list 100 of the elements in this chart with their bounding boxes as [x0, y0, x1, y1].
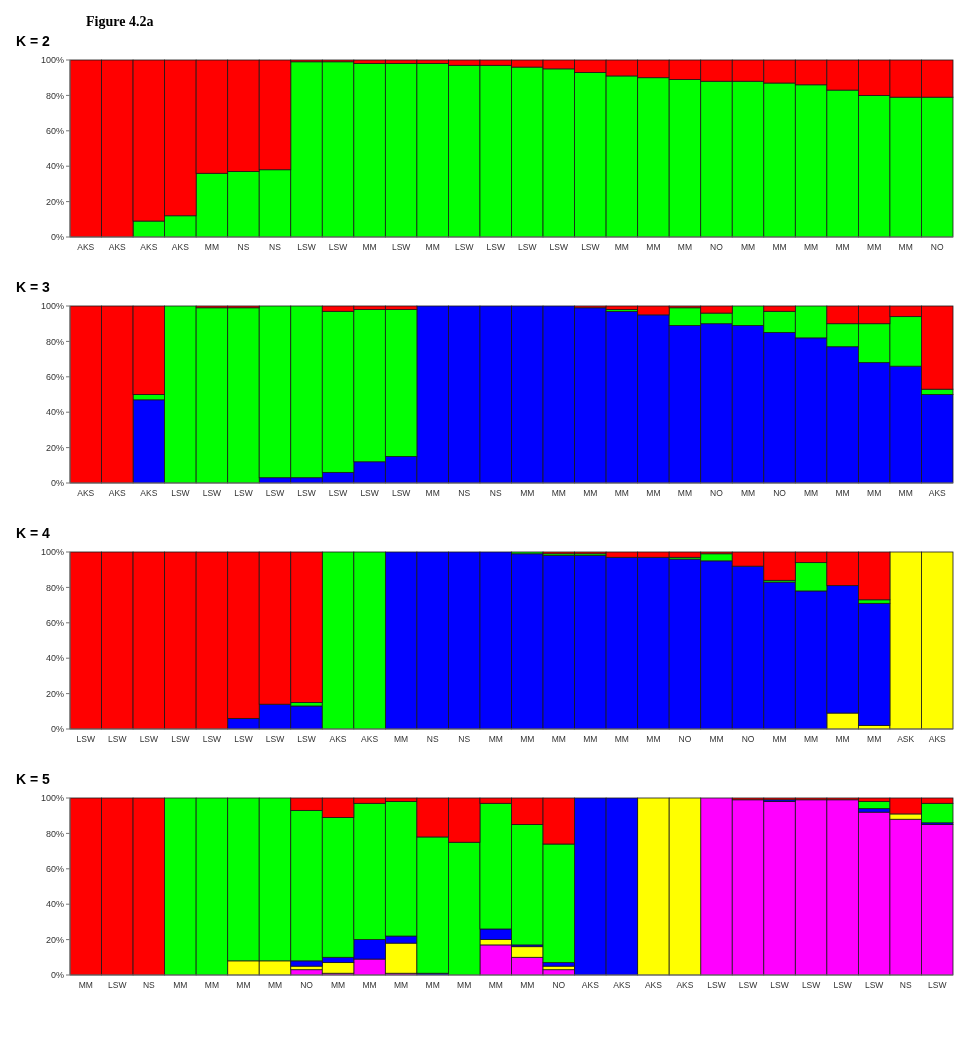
- x-tick-label: AKS: [171, 242, 190, 252]
- y-tick-label: 40%: [45, 899, 64, 910]
- x-tick-label: LSW: [391, 242, 411, 252]
- x-tick-label: NS: [142, 980, 156, 990]
- x-tick-label: AKS: [613, 980, 631, 990]
- x-tick-label: NO: [710, 242, 724, 252]
- x-tick-label: MM: [520, 488, 535, 498]
- x-tick-label: NS: [458, 488, 471, 498]
- x-tick-label: LSW: [234, 488, 253, 498]
- x-tick-label: MM: [394, 980, 409, 990]
- x-tick-label: MM: [646, 242, 661, 252]
- x-tick-label: MM: [583, 734, 598, 744]
- x-tick-label: LSW: [139, 734, 159, 744]
- y-tick-label: 40%: [45, 653, 64, 664]
- x-tick-label: MM: [646, 488, 661, 498]
- x-tick-label: NS: [489, 488, 502, 498]
- x-tick-label: MM: [551, 734, 566, 744]
- x-tick-label: MM: [804, 734, 819, 744]
- x-tick-label: LSW: [265, 488, 285, 498]
- y-tick-label: 80%: [45, 336, 64, 347]
- x-tick-label: MM: [835, 488, 850, 498]
- y-tick-label: 20%: [45, 934, 64, 945]
- y-tick-label: 60%: [45, 863, 64, 874]
- y-tick-label: 0%: [50, 478, 64, 489]
- y-tick-label: 80%: [45, 90, 64, 101]
- x-tick-label: MM: [488, 980, 503, 990]
- x-tick-label: LSW: [454, 242, 474, 252]
- chart-title: K = 4: [16, 525, 51, 541]
- x-tick-label: LSW: [108, 734, 127, 744]
- x-tick-label: MM: [614, 734, 629, 744]
- y-tick-label: 0%: [50, 724, 64, 735]
- y-tick-label: 40%: [45, 161, 64, 172]
- y-tick-label: 100%: [40, 793, 64, 804]
- y-tick-label: 0%: [50, 970, 64, 981]
- x-tick-label: NO: [678, 734, 692, 744]
- x-tick-label: MM: [898, 242, 913, 252]
- y-tick-label: 100%: [40, 547, 64, 558]
- x-tick-label: MM: [425, 242, 440, 252]
- x-tick-label: MM: [362, 980, 377, 990]
- x-tick-label: LSW: [486, 242, 505, 252]
- y-tick-label: 80%: [45, 828, 64, 839]
- x-tick-label: AKS: [329, 734, 347, 744]
- x-tick-label: MM: [173, 980, 188, 990]
- x-tick-label: MM: [520, 980, 535, 990]
- x-tick-label: AKS: [676, 980, 694, 990]
- y-tick-label: 100%: [40, 301, 64, 312]
- y-tick-label: 20%: [45, 196, 64, 207]
- y-tick-label: 60%: [45, 125, 64, 136]
- x-tick-label: MM: [204, 980, 219, 990]
- x-tick-label: LSW: [108, 980, 127, 990]
- x-tick-label: MM: [330, 980, 346, 990]
- y-tick-label: 100%: [40, 55, 64, 66]
- x-tick-label: MM: [867, 734, 882, 744]
- y-tick-label: 60%: [45, 617, 64, 628]
- x-tick-label: MM: [740, 488, 756, 498]
- x-tick-label: AKS: [108, 242, 127, 252]
- x-tick-label: MM: [520, 734, 535, 744]
- x-tick-label: MM: [614, 242, 629, 252]
- x-tick-label: AKS: [140, 242, 158, 252]
- x-tick-label: MM: [394, 734, 409, 744]
- x-tick-label: LSW: [171, 488, 190, 498]
- x-tick-label: LSW: [234, 734, 253, 744]
- x-tick-label: NO: [300, 980, 314, 990]
- x-tick-label: NS: [426, 734, 439, 744]
- x-tick-label: MM: [867, 488, 882, 498]
- caption: Figure 4.2a: [86, 14, 154, 29]
- x-tick-label: AKS: [581, 980, 600, 990]
- x-tick-label: NO: [741, 734, 755, 744]
- x-tick-label: MM: [740, 242, 756, 252]
- x-tick-label: LSW: [297, 488, 316, 498]
- x-tick-label: AKS: [108, 488, 127, 498]
- x-tick-label: MM: [236, 980, 251, 990]
- x-tick-label: AKS: [77, 488, 95, 498]
- x-tick-label: MM: [583, 488, 598, 498]
- x-tick-label: NO: [552, 980, 566, 990]
- x-tick-label: MM: [867, 242, 882, 252]
- x-tick-label: AKS: [928, 734, 947, 744]
- x-tick-label: LSW: [202, 734, 222, 744]
- chart-title: K = 5: [16, 771, 51, 787]
- x-tick-label: LSW: [391, 488, 411, 498]
- x-tick-label: AKS: [77, 242, 95, 252]
- y-tick-label: 80%: [45, 582, 64, 593]
- x-tick-label: LSW: [770, 980, 789, 990]
- x-tick-label: LSW: [801, 980, 821, 990]
- x-tick-label: NS: [237, 242, 250, 252]
- x-tick-label: LSW: [328, 488, 348, 498]
- x-tick-label: LSW: [864, 980, 884, 990]
- x-tick-label: LSW: [738, 980, 758, 990]
- x-tick-label: MM: [709, 734, 724, 744]
- x-tick-label: MM: [677, 242, 693, 252]
- x-tick-label: AKS: [140, 488, 158, 498]
- x-tick-label: MM: [78, 980, 93, 990]
- x-tick-label: AKS: [361, 734, 379, 744]
- x-tick-label: MM: [898, 488, 913, 498]
- x-tick-label: MM: [646, 734, 661, 744]
- x-tick-label: LSW: [297, 242, 316, 252]
- x-tick-label: LSW: [76, 734, 95, 744]
- x-tick-label: AKS: [928, 488, 947, 498]
- x-tick-label: ASK: [897, 734, 915, 744]
- x-tick-label: MM: [835, 734, 850, 744]
